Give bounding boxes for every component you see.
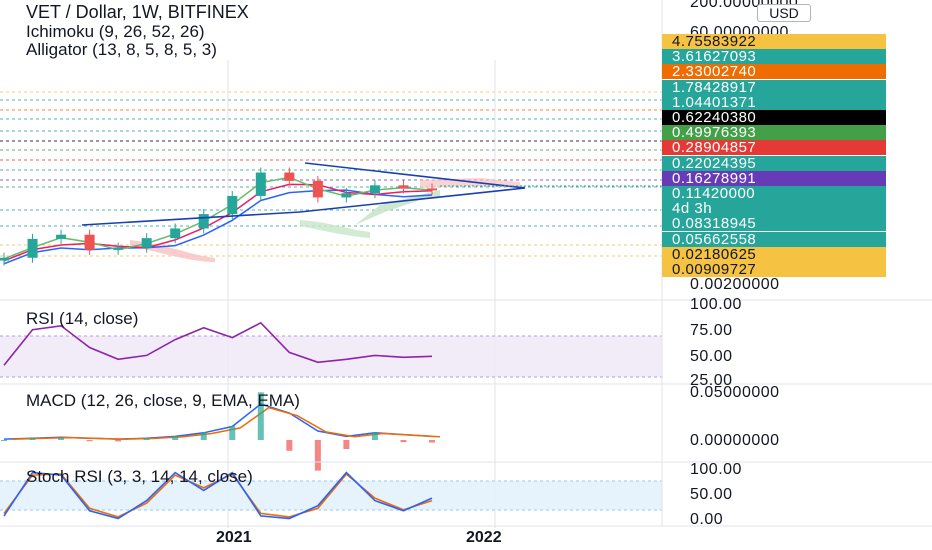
price-axis-top-label: 200.00000000 bbox=[690, 0, 799, 11]
time-label-2021: 2021 bbox=[216, 529, 252, 546]
grid bbox=[227, 60, 496, 528]
pane-separators bbox=[0, 0, 932, 527]
macd-histogram-bar bbox=[1, 440, 7, 441]
candle-body bbox=[27, 238, 38, 258]
price-badge: 0.11420000 bbox=[662, 186, 886, 201]
macd-histogram-bar bbox=[257, 392, 264, 440]
macd-histogram-bar bbox=[58, 437, 65, 440]
support-trendline bbox=[299, 187, 526, 213]
candle-body bbox=[427, 188, 437, 191]
price-badge: 1.04401371 bbox=[662, 94, 886, 110]
cloud-green bbox=[300, 220, 370, 238]
alligator-lips bbox=[3, 176, 433, 260]
candle-body bbox=[141, 238, 152, 248]
candle-body bbox=[341, 193, 352, 198]
macd-histogram-bar bbox=[143, 438, 150, 440]
macd-histogram-bar bbox=[229, 425, 236, 440]
macd-axis-zero: 0.00000000 bbox=[690, 432, 780, 449]
ichimoku-legend[interactable]: Ichimoku (9, 26, 52, 26) bbox=[26, 22, 205, 41]
price-badge: 0.02180625 bbox=[662, 246, 886, 262]
candle-body bbox=[227, 195, 238, 215]
triangle-drawing bbox=[81, 162, 662, 226]
resistance-trendline bbox=[304, 162, 526, 189]
candle-body bbox=[284, 172, 295, 181]
candle-body bbox=[255, 172, 266, 196]
price-badge: 0.16278991 bbox=[662, 170, 886, 186]
macd-title[interactable]: MACD (12, 26, close, 9, EMA, EMA) bbox=[26, 391, 300, 410]
price-badge: 0.00909727 bbox=[662, 262, 886, 277]
macd-histogram-bar bbox=[400, 440, 407, 443]
price-badge: 4d 3h bbox=[662, 201, 886, 217]
stoch-pane bbox=[0, 471, 662, 520]
macd-signal-line bbox=[11, 406, 441, 440]
macd-histogram-bar bbox=[286, 440, 293, 451]
time-label-2022: 2022 bbox=[466, 529, 502, 546]
price-badge: 0.49976393 bbox=[662, 125, 886, 141]
price-badge: 0.22024395 bbox=[662, 155, 886, 171]
rsi-axis-50: 50.00 bbox=[690, 348, 733, 365]
rsi-axis-25: 25.00 bbox=[690, 372, 733, 389]
candle-body bbox=[170, 228, 181, 239]
rsi-line bbox=[3, 321, 433, 366]
rsi-band bbox=[0, 336, 662, 377]
macd-histogram-bar bbox=[314, 440, 321, 471]
rsi-axis-75: 75.00 bbox=[690, 322, 733, 339]
stoch-axis-100: 100.00 bbox=[690, 461, 742, 478]
lower-trendline bbox=[81, 211, 301, 226]
candle-body bbox=[198, 214, 209, 229]
alligator-jaw bbox=[3, 189, 433, 265]
macd-histogram-bar bbox=[429, 440, 435, 443]
macd-histogram-bar bbox=[371, 432, 378, 440]
macd-pane bbox=[1, 392, 441, 471]
candle-body bbox=[398, 185, 409, 189]
price-badge: 0.62240380 bbox=[662, 110, 886, 125]
rsi-axis-100: 100.00 bbox=[690, 296, 742, 313]
macd-histogram-bar bbox=[115, 440, 122, 442]
price-badge: 0.08318945 bbox=[662, 216, 886, 232]
candle-body bbox=[56, 234, 67, 239]
candle-body bbox=[113, 247, 124, 250]
price-badge: 4.75583922 bbox=[662, 34, 886, 49]
macd-axis-top: 0.05000000 bbox=[690, 384, 780, 401]
candle-body bbox=[84, 234, 95, 250]
symbol-legend[interactable]: VET / Dollar, 1W, BITFINEX bbox=[26, 2, 249, 22]
stoch-title[interactable]: Stoch RSI (3, 3, 14, 14, close) bbox=[26, 467, 253, 486]
candle-body bbox=[0, 257, 9, 261]
price-badge: 0.05662558 bbox=[662, 231, 886, 247]
price-badge: 3.61627093 bbox=[662, 49, 886, 65]
price-badge: 1.78428917 bbox=[662, 79, 886, 95]
currency-button[interactable]: USD bbox=[757, 4, 811, 22]
macd-histogram-bar bbox=[29, 438, 36, 440]
macd-histogram-bar bbox=[200, 432, 207, 440]
candle-body bbox=[312, 180, 323, 198]
stoch-axis-50: 50.00 bbox=[690, 486, 733, 503]
price-badge: 2.33002740 bbox=[662, 64, 886, 80]
macd-histogram-bar bbox=[172, 436, 179, 440]
stoch-axis-0: 0.00 bbox=[690, 511, 724, 528]
stoch-k-line bbox=[3, 471, 433, 520]
price-axis-bottom-label: 0.00200000 bbox=[690, 276, 780, 293]
alligator-teeth bbox=[3, 183, 433, 262]
alligator-legend[interactable]: Alligator (13, 8, 5, 8, 5, 3) bbox=[26, 40, 217, 59]
alligator-lines bbox=[3, 176, 433, 265]
rsi-title[interactable]: RSI (14, close) bbox=[26, 309, 139, 328]
macd-histogram-bar bbox=[86, 440, 93, 442]
candles bbox=[0, 167, 437, 266]
rsi-pane bbox=[0, 321, 662, 378]
candle-body bbox=[369, 185, 380, 194]
macd-histogram-bar bbox=[343, 440, 350, 449]
stoch-band bbox=[0, 481, 662, 510]
price-badge: 0.28904857 bbox=[662, 140, 886, 156]
